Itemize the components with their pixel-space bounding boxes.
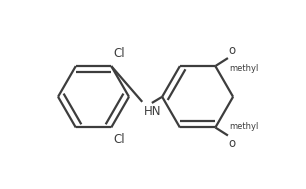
Text: o: o [229, 137, 236, 150]
Text: methyl: methyl [229, 122, 258, 131]
Text: HN: HN [144, 105, 161, 118]
Text: Cl: Cl [113, 133, 125, 146]
Text: methyl: methyl [229, 64, 258, 73]
Text: o: o [229, 44, 236, 57]
Text: Cl: Cl [113, 47, 125, 60]
